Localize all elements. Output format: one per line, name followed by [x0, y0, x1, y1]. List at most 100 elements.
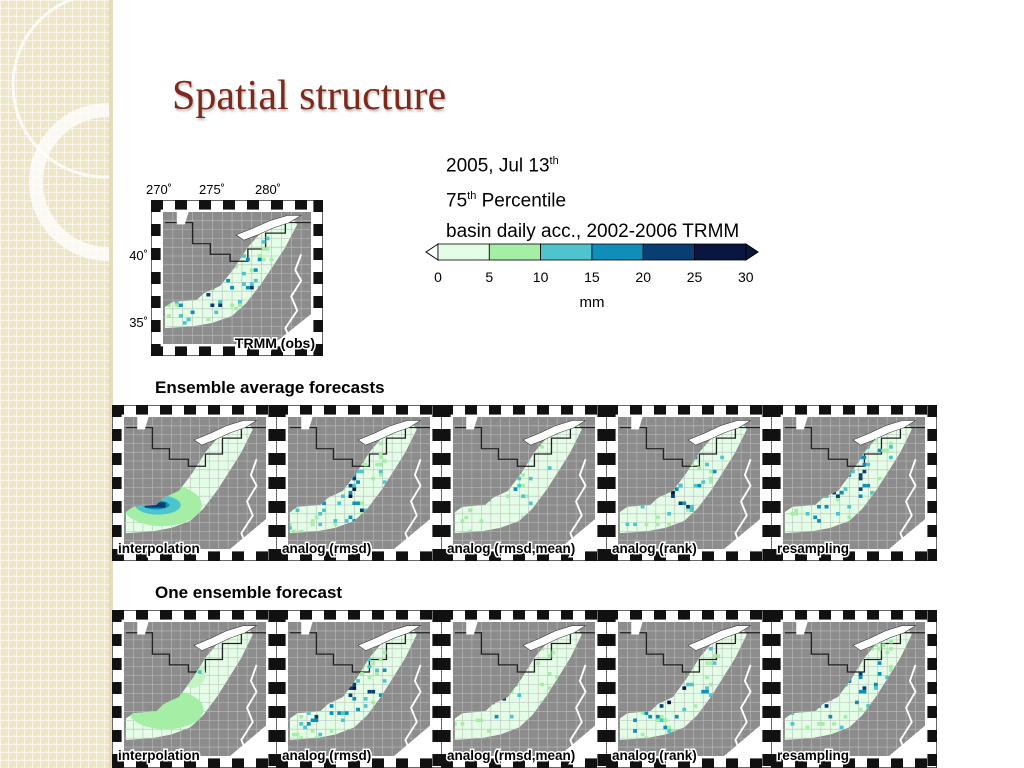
colorbar-tick: 30 [738, 269, 754, 285]
basin-outline [619, 632, 761, 673]
lake-shape [852, 420, 917, 446]
decorative-sidebar [0, 0, 199, 768]
basin-outline [784, 632, 926, 673]
colorbar-tick: 20 [635, 269, 651, 285]
map-frame [606, 405, 772, 561]
forecast-map-label: interpolation [118, 541, 200, 556]
ocean-corner [230, 519, 267, 549]
obs-map-axes: 270˚ 275˚ 280˚ 40˚ 35˚ [120, 180, 320, 345]
colorbar-tick: 5 [485, 269, 493, 285]
basin-outline [289, 632, 431, 673]
colorbar-swatch [591, 243, 644, 261]
map-frame [441, 405, 607, 561]
lat-tick: 35˚ [129, 315, 148, 330]
sidebar-edge [109, 0, 113, 768]
forecast-map-label: analog (rank) [612, 748, 697, 763]
colorbar-swatch [642, 243, 695, 261]
lake-shape [687, 420, 752, 446]
date-suffix: th [549, 155, 559, 167]
basin-outline [454, 632, 596, 673]
basin-area [454, 629, 582, 756]
map-frame [441, 610, 607, 768]
forecast-map-label: analog (rmsd) [282, 748, 371, 763]
forecast-map-2-5: resampling [771, 610, 937, 768]
lake-shape [235, 215, 303, 241]
lake-shape [193, 420, 258, 446]
map-frame [151, 200, 323, 356]
forecast-map-2-4: analog (rank) [606, 610, 772, 768]
map-frame [112, 610, 278, 768]
map-frame [606, 610, 772, 768]
lake-shape [522, 420, 587, 446]
map-info: 2005, Jul 13th 75th Percentile basin dai… [446, 146, 739, 247]
map-frame [276, 610, 442, 768]
ocean-corner [394, 519, 431, 549]
lat-tick: 40˚ [129, 248, 148, 263]
basin-outline [454, 426, 596, 467]
map-frame [112, 405, 278, 561]
basin-outline [784, 426, 926, 467]
forecast-map-2-1: interpolation [112, 610, 278, 768]
colorbar-max-arrow [745, 243, 759, 261]
basin-outline [164, 221, 312, 262]
forecast-map-label: resampling [777, 541, 849, 556]
basin-outline [125, 426, 267, 467]
percentile-number: 75 [446, 190, 468, 212]
basin-area [784, 629, 912, 756]
colorbar-tick: 25 [687, 269, 703, 285]
forecast-map-label: analog (rmsd) [282, 541, 371, 556]
forecast-map-label: resampling [777, 748, 849, 763]
forecast-map-1-5: resampling [771, 405, 937, 561]
percentile-suffix: th [467, 190, 477, 203]
forecast-map-1-1: interpolation [112, 405, 278, 561]
basin-line: basin daily acc., 2002-2006 TRMM [446, 220, 740, 242]
section-title-ensemble-average: Ensemble average forecasts [155, 378, 385, 397]
colorbar-swatch [437, 243, 490, 261]
basin-outline [289, 426, 431, 467]
ocean-corner [273, 314, 312, 344]
lake-shape [193, 625, 258, 651]
basin-area [619, 629, 747, 756]
date-text: 2005, Jul 13 [446, 155, 550, 177]
colorbar-unit: mm [580, 294, 605, 311]
colorbar-tick: 10 [533, 269, 549, 285]
lon-tick: 280˚ [255, 182, 281, 197]
forecast-map-1-4: analog (rank) [606, 405, 772, 561]
basin-area [289, 629, 417, 756]
section-title-one-ensemble: One ensemble forecast [155, 583, 343, 602]
ocean-corner [889, 519, 926, 549]
decorative-circles [11, 0, 199, 261]
lake-shape [687, 625, 752, 651]
basin-area [619, 424, 747, 549]
colorbar-swatch [694, 243, 747, 261]
lake-shape [852, 625, 917, 651]
map-frame [771, 610, 937, 768]
lon-tick: 270˚ [146, 182, 172, 197]
colorbar-min-arrow [425, 243, 439, 261]
date-line: 2005, Jul 13th [446, 146, 739, 181]
percentile-text: Percentile [476, 190, 567, 212]
colorbar: 0 5 10 15 20 25 30 mm [424, 240, 764, 320]
slide-title: Spatial structure [172, 73, 447, 119]
forecast-map-label: analog (rmsd,mean) [447, 748, 575, 763]
trmm-obs-map: TRMM (obs) [151, 200, 323, 356]
percentile-line: 75th Percentile [446, 181, 739, 216]
trmm-obs-label: TRMM (obs) [235, 335, 315, 351]
colorbar-tick: 0 [434, 269, 442, 285]
lake-shape [357, 625, 422, 651]
map-frame [771, 405, 937, 561]
map-frame [276, 405, 442, 561]
forecast-map-2-2: analog (rmsd) [276, 610, 442, 768]
forecast-map-label: interpolation [118, 748, 200, 763]
forecast-map-1-3: analog (rmsd,mean) [441, 405, 607, 561]
forecast-map-1-2: analog (rmsd) [276, 405, 442, 561]
forecast-map-label: analog (rank) [612, 541, 697, 556]
forecast-map-2-3: analog (rmsd,mean) [441, 610, 607, 768]
lake-shape [522, 625, 587, 651]
forecast-map-label: analog (rmsd,mean) [447, 541, 575, 556]
colorbar-swatch [488, 243, 542, 261]
colorbar-swatch [540, 243, 593, 261]
ocean-corner [724, 519, 761, 549]
colorbar-tick: 15 [584, 269, 600, 285]
lake-shape [357, 420, 422, 446]
